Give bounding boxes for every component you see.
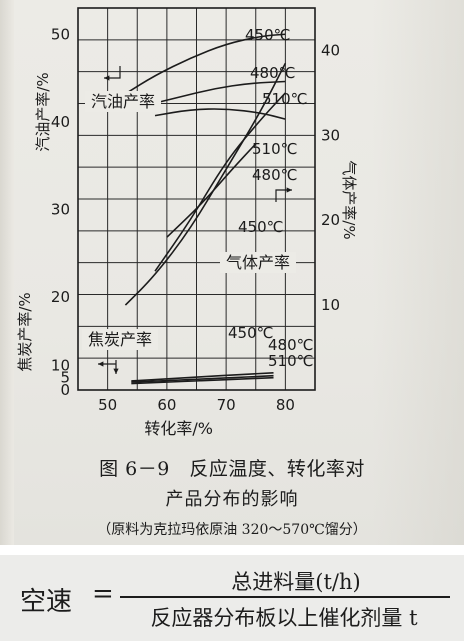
left-upper-axis-title: 汽油产率/%: [34, 72, 52, 151]
arrow-gas-head: [286, 187, 292, 193]
group-label: 汽油产率: [91, 92, 155, 111]
left-lower-axis-title: 焦炭产率/%: [16, 292, 34, 371]
group-label-bg: [85, 91, 161, 112]
space-velocity-formula: 空速 = 总进料量(t/h) 反应器分布板以上催化剂量 t: [16, 562, 456, 636]
axis-arrows: [98, 66, 292, 374]
series-line: [131, 374, 274, 383]
x-tick-label: 50: [98, 396, 117, 414]
arrow-gas: [275, 189, 292, 202]
series-line: [124, 33, 286, 95]
fraction-bar: [120, 596, 450, 598]
series-label: 450℃: [245, 26, 290, 44]
left-lower-tick-label: 5: [60, 369, 70, 387]
left-lower-tick-label: 10: [51, 356, 70, 374]
right-tick-label: 30: [321, 126, 340, 144]
formula-lhs: 空速: [20, 587, 73, 617]
left-upper-tick-label: 30: [51, 200, 70, 218]
group-label: 气体产率: [226, 253, 290, 272]
series-label: 450℃: [238, 218, 283, 236]
formula-denominator: 反应器分布板以上催化剂量 t: [150, 606, 418, 630]
x-axis-title: 转化率/%: [144, 419, 213, 438]
x-tick-label: 60: [157, 396, 176, 414]
series-line: [131, 376, 274, 385]
series-label: 480℃: [252, 166, 297, 184]
left-upper-tick-label: 50: [51, 25, 70, 43]
right-axis-title: 气体产率/%: [340, 160, 358, 239]
series-label: 510℃: [268, 352, 313, 370]
right-tick-label: 20: [321, 211, 340, 229]
series-line: [166, 143, 257, 238]
series-label: 510℃: [262, 90, 307, 108]
right-tick-label: 40: [321, 41, 340, 59]
figure-caption-note: （原料为克拉玛依原油 320～570℃馏分）: [97, 522, 367, 538]
right-tick-label: 10: [321, 296, 340, 314]
arrow-coke-left-head: [98, 361, 104, 367]
image-divider: [0, 545, 464, 555]
figure-caption-subtitle: 产品分布的影响: [165, 489, 299, 510]
series-label: 480℃: [250, 64, 295, 82]
series-line: [154, 92, 286, 272]
series-label: 450℃: [228, 324, 273, 342]
plot-frame: [77, 7, 316, 391]
left-lower-tick-label: 0: [60, 381, 70, 399]
arrow-coke-down-head: [113, 368, 119, 374]
page-bleed: [372, 0, 464, 545]
series-line: [131, 371, 274, 382]
formula-equals: =: [92, 579, 114, 609]
page-edge: [0, 0, 14, 545]
formula-panel: [0, 555, 464, 641]
series-label: 480℃: [268, 336, 313, 354]
series-line: [124, 62, 287, 306]
figure-caption-title: 图 6－9 反应温度、转化率对: [99, 458, 365, 480]
series-line: [154, 108, 286, 120]
group-label-bg: [82, 329, 158, 350]
x-tick-label: 80: [276, 396, 295, 414]
series-label: 510℃: [252, 140, 297, 158]
left-upper-tick-label: 40: [51, 113, 70, 131]
left-upper-tick-label: 20: [51, 288, 70, 306]
x-tick-label: 70: [217, 396, 236, 414]
chart-labels: 450℃480℃510℃510℃480℃450℃450℃480℃510℃汽油产率…: [16, 26, 358, 438]
group-label-bg: [220, 252, 296, 273]
chart-grid: [77, 7, 316, 391]
group-label: 焦炭产率: [88, 330, 152, 349]
formula-numerator: 总进料量(t/h): [231, 570, 361, 594]
arrow-gasoline-head: [104, 75, 110, 81]
